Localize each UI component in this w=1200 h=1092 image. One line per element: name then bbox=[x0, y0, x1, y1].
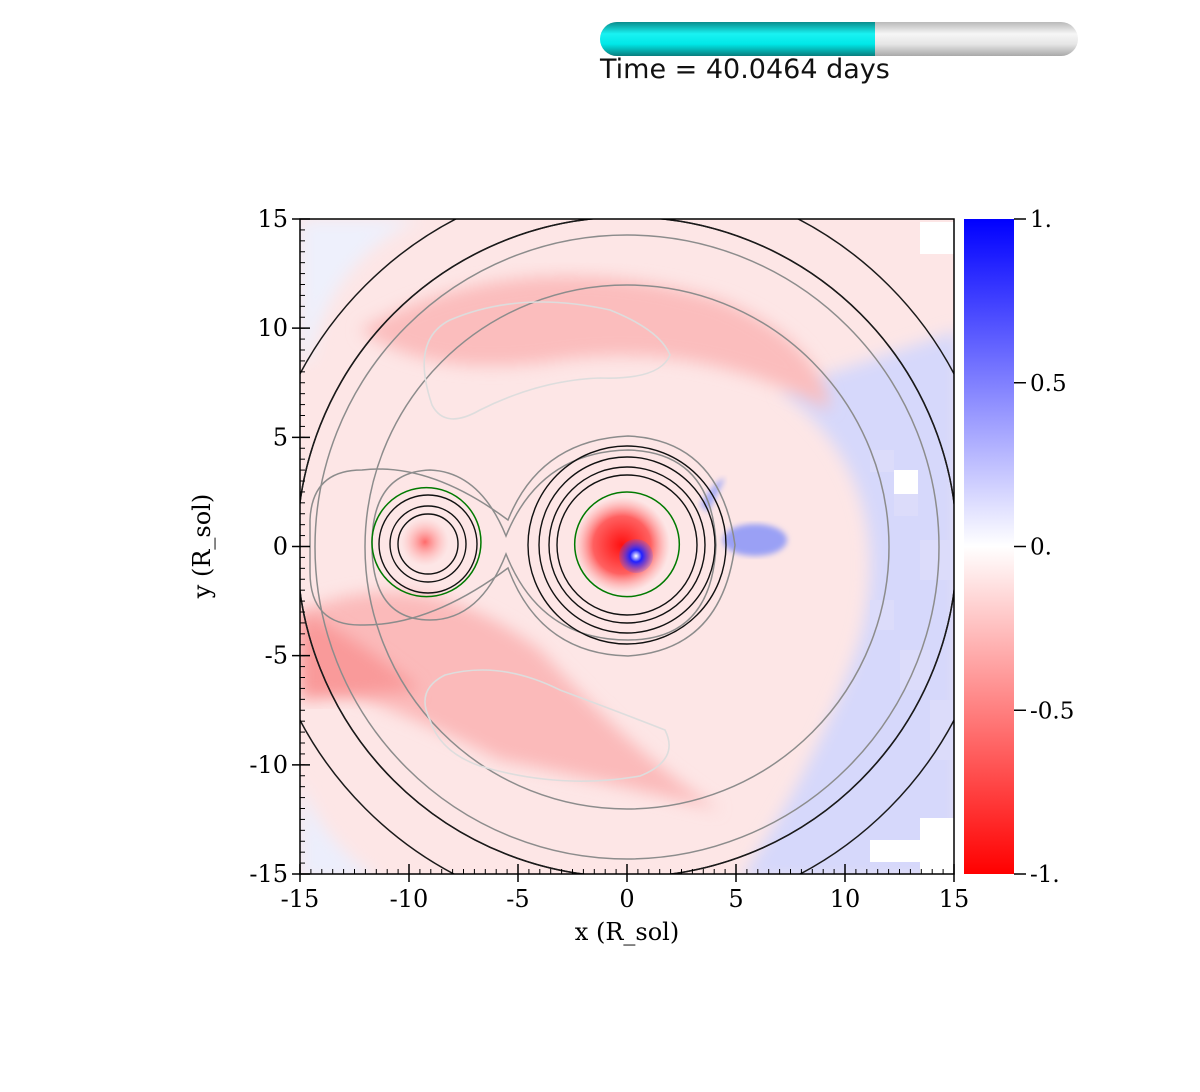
y-tick-label: -10 bbox=[249, 751, 288, 779]
y-tick-label: 0 bbox=[273, 533, 288, 561]
y-tick-label: 15 bbox=[257, 205, 288, 233]
x-axis-label: x (R_sol) bbox=[575, 918, 679, 946]
x-axis-minor-ticks bbox=[299, 869, 955, 874]
x-tick-label: 10 bbox=[830, 885, 861, 913]
colorbar-tick-label: 0.5 bbox=[1030, 371, 1067, 397]
roche-circles bbox=[371, 486, 681, 598]
colorbar-axis: 1. 0.5 0. -0.5 -1. bbox=[1014, 207, 1074, 888]
x-tick-label: 15 bbox=[939, 885, 970, 913]
x-tick-label: 0 bbox=[619, 885, 634, 913]
y-axis: -15 -10 -5 0 5 10 15 bbox=[249, 205, 310, 888]
time-progress-bar bbox=[600, 22, 1078, 56]
time-progress-fill bbox=[600, 22, 875, 56]
colorbar-tick-label: 0. bbox=[1030, 535, 1052, 561]
x-tick-label: -10 bbox=[390, 885, 429, 913]
roche-circle bbox=[573, 491, 681, 598]
colorbar-tick-label: -1. bbox=[1030, 862, 1060, 888]
y-tick-label: -15 bbox=[249, 860, 288, 888]
roche-circle bbox=[371, 486, 482, 598]
x-axis: -15 -10 -5 0 5 10 15 bbox=[281, 864, 970, 913]
colorbar-tick-label: 1. bbox=[1030, 207, 1052, 233]
x-tick-label: -5 bbox=[506, 885, 529, 913]
y-tick-label: -5 bbox=[265, 642, 288, 670]
x-tick-label: 5 bbox=[728, 885, 743, 913]
heatmap-field bbox=[300, 219, 954, 874]
colorbar-tick-label: -0.5 bbox=[1030, 698, 1074, 724]
time-readout: Time = 40.0464 days bbox=[600, 54, 890, 85]
y-tick-label: 10 bbox=[257, 314, 288, 342]
colorbar bbox=[964, 219, 1014, 874]
y-axis-label: y (R_sol) bbox=[188, 494, 216, 599]
y-tick-label: 5 bbox=[273, 423, 288, 451]
x-tick-label: -15 bbox=[281, 885, 320, 913]
potential-contours bbox=[300, 219, 954, 874]
